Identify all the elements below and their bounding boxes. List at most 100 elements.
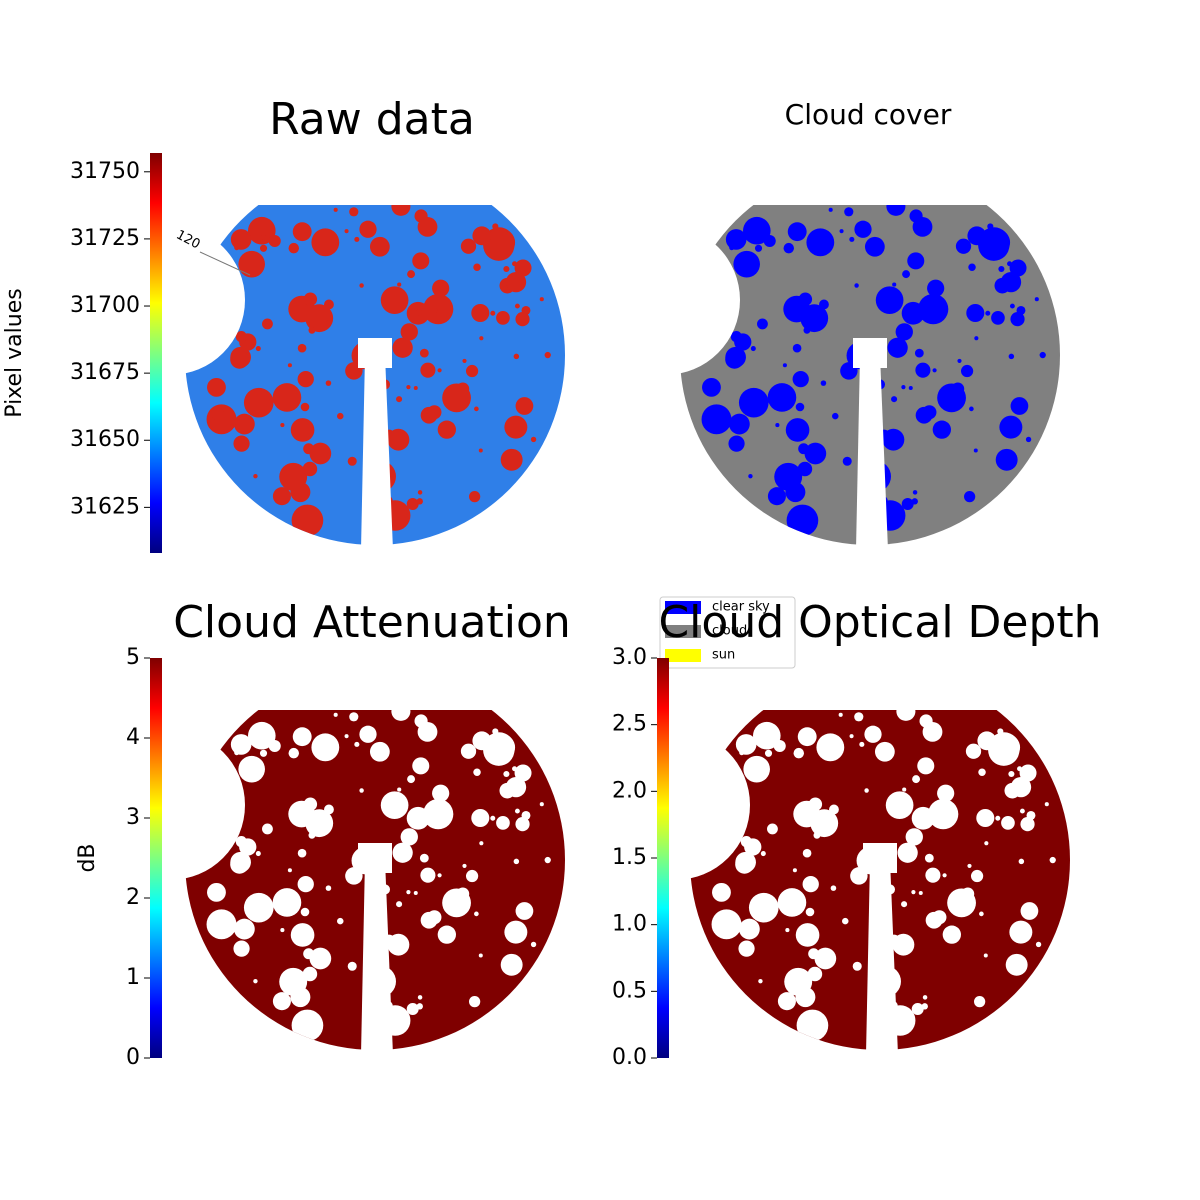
image-spot — [792, 343, 802, 353]
image-spot — [514, 259, 532, 277]
image-spot — [469, 996, 481, 1008]
image-spot — [233, 918, 255, 940]
image-spot — [752, 721, 781, 750]
image-spot — [965, 743, 982, 759]
image-spot — [297, 370, 314, 388]
image-spot — [243, 387, 274, 418]
image-spot — [423, 798, 454, 830]
image-spot — [1005, 953, 1028, 976]
image-mask — [361, 860, 393, 1055]
image-mask — [95, 225, 245, 375]
image-spot — [754, 244, 763, 252]
image-spot — [462, 863, 467, 868]
colorbar-tick-label: 1.5 — [612, 845, 647, 870]
image-spot — [260, 739, 267, 745]
image-spot — [998, 265, 1005, 273]
image-spot — [805, 907, 815, 917]
legend-label: clear sky — [712, 600, 770, 615]
image-spot — [902, 270, 911, 279]
image-spot — [432, 279, 450, 297]
image-spot — [432, 784, 450, 802]
image-spot — [995, 448, 1018, 471]
image-spot — [308, 326, 316, 334]
image-spot — [530, 941, 537, 948]
image-spot — [432, 812, 438, 818]
legend-swatch — [665, 625, 701, 638]
image-spot — [882, 428, 905, 451]
image-spot — [813, 831, 821, 839]
image-spot — [290, 418, 315, 442]
image-spot — [442, 383, 471, 413]
image-spot — [437, 420, 456, 439]
image-spot — [465, 869, 479, 883]
image-spot — [808, 797, 823, 811]
image-spot — [272, 888, 302, 917]
image-spot — [406, 1003, 419, 1016]
image-spot — [797, 461, 813, 477]
image-spot — [764, 749, 773, 757]
image-spot — [978, 768, 986, 777]
image-spot — [748, 892, 779, 923]
image-spot — [272, 383, 302, 412]
image-spot — [1008, 353, 1015, 360]
image-mask — [361, 355, 393, 550]
image-spot — [420, 867, 436, 883]
image-spot — [474, 406, 479, 412]
image-spot — [999, 415, 1023, 439]
image-spot — [1009, 920, 1033, 944]
image-spot — [514, 764, 532, 782]
image-spot — [287, 363, 292, 368]
image-spot — [902, 787, 907, 792]
image-spot — [512, 261, 518, 267]
panel-title: Cloud cover — [785, 98, 952, 131]
image-spot — [842, 917, 849, 925]
image-spot — [777, 888, 807, 917]
image-spot — [735, 855, 754, 874]
image-spot — [500, 953, 523, 976]
image-spot — [496, 816, 510, 830]
image-spot — [804, 442, 827, 465]
image-spot — [1001, 816, 1015, 830]
image-spot — [969, 406, 974, 412]
colorbar — [150, 658, 162, 1058]
colorbar-tick-label: 31650 — [70, 427, 140, 452]
image-spot — [1044, 802, 1049, 807]
image-spot — [922, 995, 928, 1000]
image-spot — [406, 385, 411, 390]
legend-label: sun — [712, 648, 735, 663]
image-spot — [792, 868, 797, 873]
image-spot — [1020, 817, 1035, 832]
image-spot — [413, 385, 418, 390]
image-spot — [830, 885, 837, 891]
image-spot — [1009, 259, 1027, 277]
image-spot — [469, 491, 481, 503]
image-spot — [730, 331, 742, 343]
image-spot — [349, 712, 359, 722]
image-spot — [832, 412, 839, 420]
image-spot — [987, 223, 994, 230]
image-spot — [1010, 312, 1025, 327]
image-spot — [413, 890, 418, 895]
image-spot — [465, 364, 479, 378]
image-spot — [976, 808, 995, 828]
image-spot — [300, 402, 310, 412]
colorbar-label: Pixel values — [2, 288, 27, 417]
image-spot — [967, 863, 972, 868]
image-spot — [966, 303, 985, 323]
image-spot — [474, 911, 479, 917]
image-spot — [974, 996, 986, 1008]
colorbar-tick-label: 1 — [126, 965, 140, 990]
image-mask — [863, 843, 897, 873]
legend-swatch — [665, 649, 701, 662]
image-spot — [303, 443, 315, 455]
image-spot — [505, 776, 527, 798]
image-spot — [968, 263, 976, 272]
image-spot — [380, 791, 409, 820]
image-spot — [247, 721, 276, 750]
image-spot — [347, 456, 357, 466]
image-spot — [262, 318, 273, 330]
image-spot — [490, 815, 496, 821]
image-spot — [490, 310, 496, 316]
image-spot — [864, 725, 882, 743]
